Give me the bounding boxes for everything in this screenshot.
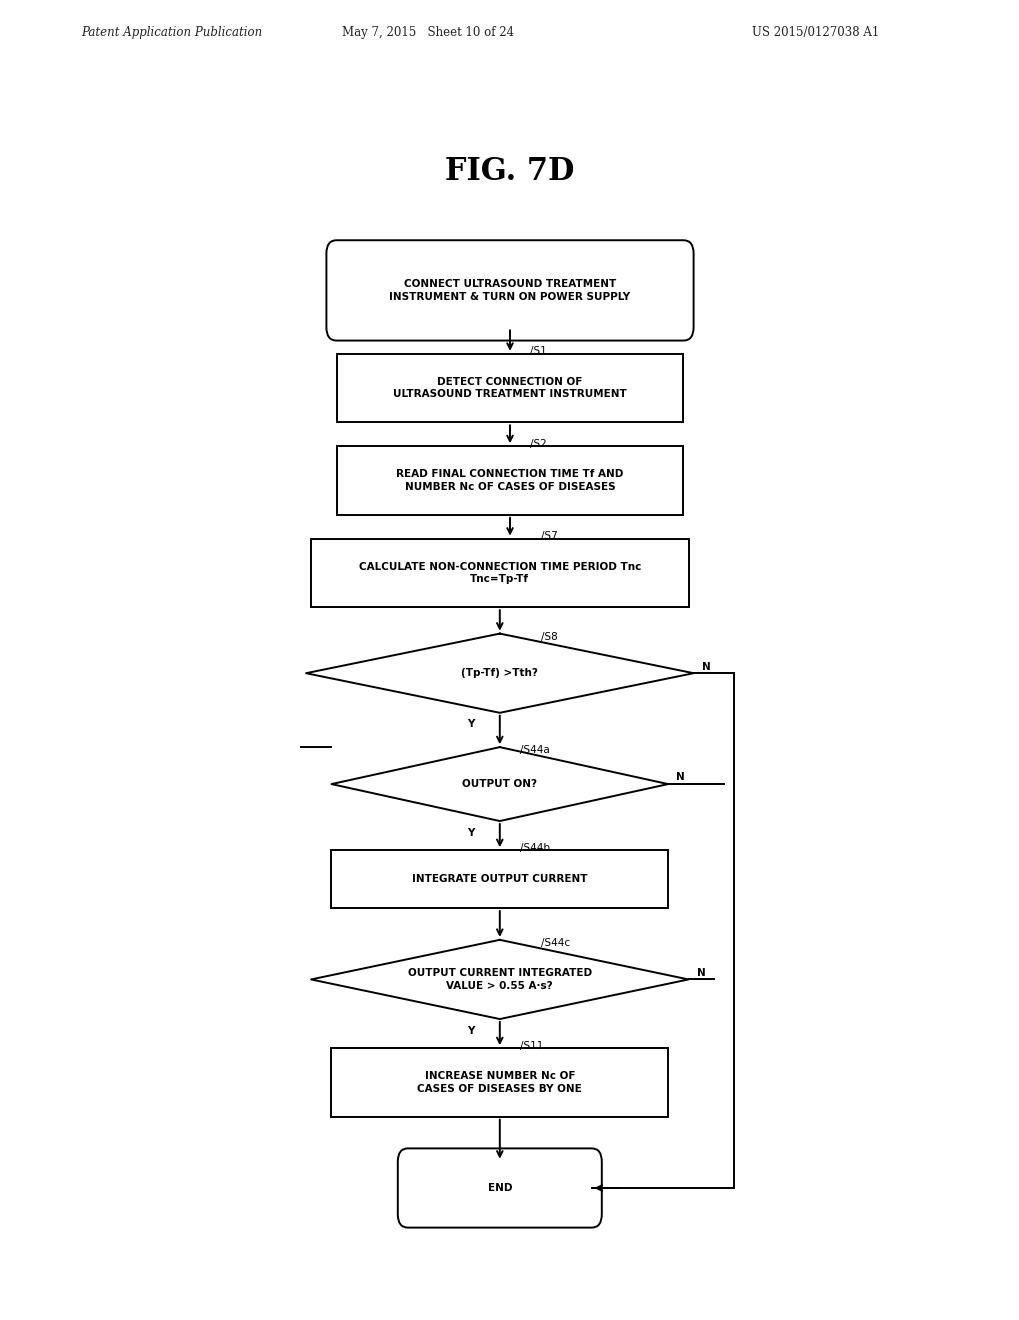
Text: US 2015/0127038 A1: US 2015/0127038 A1	[752, 26, 878, 40]
Text: N: N	[696, 968, 705, 978]
Polygon shape	[311, 940, 688, 1019]
FancyBboxPatch shape	[397, 1148, 601, 1228]
Text: /S44a: /S44a	[520, 744, 549, 755]
Text: May 7, 2015   Sheet 10 of 24: May 7, 2015 Sheet 10 of 24	[342, 26, 514, 40]
Text: /S7: /S7	[540, 531, 556, 541]
Text: INCREASE NUMBER Nc OF
CASES OF DISEASES BY ONE: INCREASE NUMBER Nc OF CASES OF DISEASES …	[417, 1072, 582, 1093]
Bar	[336, 446, 683, 515]
Text: Patent Application Publication: Patent Application Publication	[82, 26, 263, 40]
Text: /S11: /S11	[520, 1040, 543, 1051]
Bar	[331, 850, 667, 908]
Text: OUTPUT ON?: OUTPUT ON?	[462, 779, 537, 789]
Text: END: END	[487, 1183, 512, 1193]
Text: Y: Y	[467, 719, 474, 730]
Text: FIG. 7D: FIG. 7D	[445, 156, 574, 187]
Bar	[311, 539, 688, 607]
Text: CONNECT ULTRASOUND TREATMENT
INSTRUMENT & TURN ON POWER SUPPLY: CONNECT ULTRASOUND TREATMENT INSTRUMENT …	[389, 280, 630, 301]
Text: Y: Y	[467, 1026, 474, 1036]
Text: CALCULATE NON-CONNECTION TIME PERIOD Tnc
Tnc=Tp-Tf: CALCULATE NON-CONNECTION TIME PERIOD Tnc…	[359, 562, 640, 583]
Text: N: N	[701, 661, 710, 672]
Text: /S1: /S1	[530, 346, 546, 356]
Text: READ FINAL CONNECTION TIME Tf AND
NUMBER Nc OF CASES OF DISEASES: READ FINAL CONNECTION TIME Tf AND NUMBER…	[396, 470, 623, 491]
Text: (Tp-Tf) >Tth?: (Tp-Tf) >Tth?	[461, 668, 538, 678]
Text: N: N	[676, 772, 685, 783]
Text: /S2: /S2	[530, 438, 546, 449]
Polygon shape	[331, 747, 667, 821]
FancyBboxPatch shape	[326, 240, 693, 341]
Text: /S44c: /S44c	[540, 937, 570, 948]
Text: /S44b: /S44b	[520, 842, 549, 853]
Polygon shape	[306, 634, 693, 713]
Text: OUTPUT CURRENT INTEGRATED
VALUE > 0.55 A·s?: OUTPUT CURRENT INTEGRATED VALUE > 0.55 A…	[408, 969, 591, 990]
Text: /S8: /S8	[540, 631, 556, 642]
Text: INTEGRATE OUTPUT CURRENT: INTEGRATE OUTPUT CURRENT	[412, 874, 587, 884]
Bar	[336, 354, 683, 422]
Text: DETECT CONNECTION OF
ULTRASOUND TREATMENT INSTRUMENT: DETECT CONNECTION OF ULTRASOUND TREATMEN…	[392, 378, 627, 399]
Text: Y: Y	[467, 828, 474, 838]
Bar	[331, 1048, 667, 1117]
